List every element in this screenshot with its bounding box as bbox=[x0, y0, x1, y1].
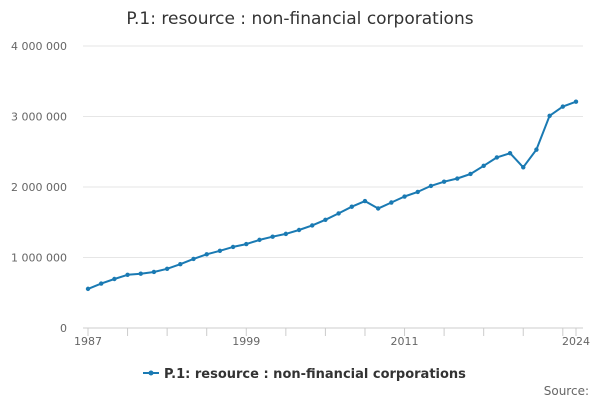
data-point bbox=[402, 194, 407, 199]
series-layer bbox=[85, 99, 579, 292]
data-point bbox=[428, 183, 434, 189]
data-point bbox=[455, 176, 460, 181]
data-point bbox=[98, 281, 104, 286]
data-point bbox=[521, 165, 526, 170]
data-point bbox=[244, 241, 249, 247]
y-tick-label: 1 000 000 bbox=[11, 252, 67, 265]
x-axis: 1987 1999 2011 2024 bbox=[74, 327, 590, 348]
x-tick-label: 1999 bbox=[232, 335, 260, 348]
data-point bbox=[547, 113, 552, 118]
data-point bbox=[336, 211, 341, 216]
y-axis: 0 1 000 000 2 000 000 3 000 000 4 000 000 bbox=[11, 40, 67, 335]
y-tick-label: 0 bbox=[60, 322, 67, 335]
chart-title: P.1: resource : non-financial corporatio… bbox=[126, 9, 473, 29]
data-point bbox=[204, 252, 209, 257]
grid bbox=[83, 45, 583, 258]
x-tick-label: 2024 bbox=[562, 335, 590, 348]
data-point bbox=[534, 147, 539, 152]
data-point bbox=[468, 171, 473, 177]
data-point bbox=[217, 248, 223, 254]
data-point bbox=[191, 256, 196, 262]
source-label: Source: bbox=[544, 384, 589, 398]
data-point bbox=[125, 272, 130, 277]
data-point bbox=[151, 269, 157, 275]
data-point bbox=[296, 227, 302, 233]
data-point bbox=[323, 217, 328, 222]
data-point bbox=[507, 150, 513, 156]
legend-marker bbox=[148, 370, 154, 376]
y-tick-label: 3 000 000 bbox=[11, 111, 67, 124]
data-point bbox=[389, 200, 394, 205]
data-point bbox=[310, 223, 315, 228]
data-point bbox=[85, 286, 91, 292]
y-tick-label: 2 000 000 bbox=[11, 181, 67, 194]
data-point bbox=[481, 163, 486, 169]
data-point bbox=[178, 261, 183, 267]
x-tick-label: 2011 bbox=[391, 335, 419, 348]
data-point bbox=[560, 104, 566, 109]
x-tick-label: 1987 bbox=[74, 335, 102, 348]
legend-label: P.1: resource : non-financial corporatio… bbox=[164, 367, 466, 382]
data-point bbox=[494, 155, 500, 160]
data-point bbox=[270, 234, 275, 239]
data-point bbox=[573, 99, 579, 104]
data-point bbox=[112, 276, 117, 282]
data-point bbox=[230, 244, 236, 250]
data-point bbox=[283, 231, 289, 237]
data-point bbox=[415, 189, 420, 195]
data-point bbox=[441, 179, 447, 184]
legend[interactable]: P.1: resource : non-financial corporatio… bbox=[143, 367, 466, 382]
y-tick-label: 4 000 000 bbox=[11, 40, 67, 53]
data-point bbox=[138, 271, 143, 276]
data-point bbox=[375, 206, 381, 211]
series-line bbox=[87, 100, 577, 290]
data-point bbox=[164, 266, 170, 271]
data-point bbox=[349, 204, 354, 209]
data-point bbox=[362, 198, 368, 204]
data-point bbox=[257, 237, 262, 243]
